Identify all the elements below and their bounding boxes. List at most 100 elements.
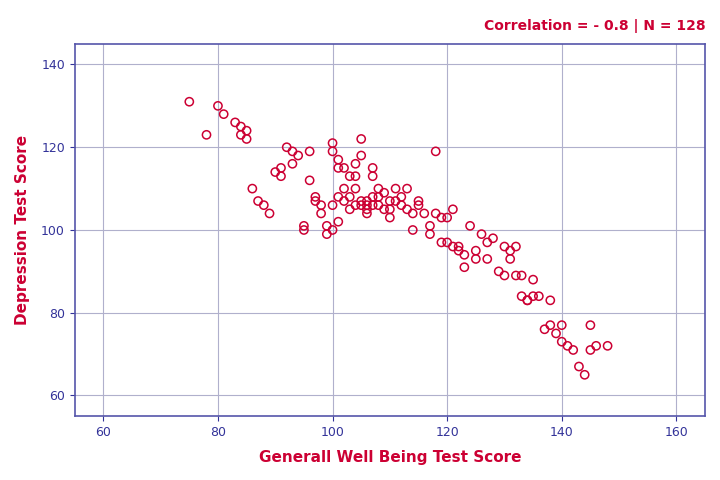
Point [447, 205, 459, 213]
Point [350, 201, 361, 209]
Point [350, 160, 361, 168]
Point [384, 214, 395, 221]
Point [482, 239, 493, 246]
Point [418, 210, 430, 217]
Point [573, 363, 585, 371]
Point [384, 197, 395, 205]
Point [338, 164, 350, 172]
Point [373, 193, 384, 201]
Point [470, 247, 482, 254]
Point [413, 201, 424, 209]
Point [367, 172, 379, 180]
Point [424, 230, 436, 238]
Point [327, 139, 338, 147]
Point [344, 193, 356, 201]
Point [344, 172, 356, 180]
Point [505, 247, 516, 254]
Point [184, 98, 195, 106]
Point [436, 239, 447, 246]
Point [459, 251, 470, 259]
Point [470, 255, 482, 263]
Point [298, 226, 310, 234]
Point [562, 342, 573, 349]
Point [333, 193, 344, 201]
Point [361, 205, 373, 213]
Point [338, 185, 350, 192]
Point [527, 292, 539, 300]
Point [287, 147, 298, 155]
Point [464, 222, 476, 230]
Point [338, 197, 350, 205]
Point [407, 226, 418, 234]
Point [350, 185, 361, 192]
Point [424, 222, 436, 230]
Point [321, 230, 333, 238]
Point [333, 156, 344, 164]
Point [585, 321, 596, 329]
X-axis label: Generall Well Being Test Score: Generall Well Being Test Score [258, 450, 521, 465]
Point [510, 272, 522, 279]
Y-axis label: Depression Test Score: Depression Test Score [15, 135, 30, 325]
Point [590, 342, 602, 349]
Point [269, 168, 281, 176]
Point [275, 164, 287, 172]
Text: Correlation = - 0.8 | N = 128: Correlation = - 0.8 | N = 128 [484, 19, 706, 33]
Point [395, 201, 407, 209]
Point [212, 102, 224, 110]
Point [556, 338, 567, 346]
Point [441, 214, 453, 221]
Point [292, 152, 304, 159]
Point [356, 135, 367, 143]
Point [321, 222, 333, 230]
Point [315, 210, 327, 217]
Point [298, 222, 310, 230]
Point [407, 210, 418, 217]
Point [487, 234, 499, 242]
Point [390, 197, 401, 205]
Point [585, 346, 596, 354]
Point [327, 226, 338, 234]
Point [459, 264, 470, 271]
Point [505, 255, 516, 263]
Point [310, 197, 321, 205]
Point [361, 201, 373, 209]
Point [401, 185, 413, 192]
Point [521, 297, 533, 304]
Point [333, 164, 344, 172]
Point [395, 193, 407, 201]
Point [252, 197, 264, 205]
Point [430, 147, 441, 155]
Point [304, 147, 315, 155]
Point [281, 144, 292, 151]
Point [258, 201, 269, 209]
Point [544, 321, 556, 329]
Point [384, 205, 395, 213]
Point [333, 218, 344, 226]
Point [533, 292, 544, 300]
Point [567, 346, 579, 354]
Point [493, 267, 505, 275]
Point [436, 214, 447, 221]
Point [356, 152, 367, 159]
Point [499, 243, 510, 251]
Point [550, 330, 562, 337]
Point [539, 325, 550, 333]
Point [544, 297, 556, 304]
Point [379, 205, 390, 213]
Point [602, 342, 613, 349]
Point [230, 119, 241, 126]
Point [201, 131, 212, 139]
Point [310, 193, 321, 201]
Point [379, 189, 390, 197]
Point [327, 201, 338, 209]
Point [350, 172, 361, 180]
Point [218, 110, 230, 118]
Point [413, 197, 424, 205]
Point [264, 210, 275, 217]
Point [356, 197, 367, 205]
Point [235, 123, 247, 131]
Point [327, 147, 338, 155]
Point [275, 172, 287, 180]
Point [287, 160, 298, 168]
Point [430, 210, 441, 217]
